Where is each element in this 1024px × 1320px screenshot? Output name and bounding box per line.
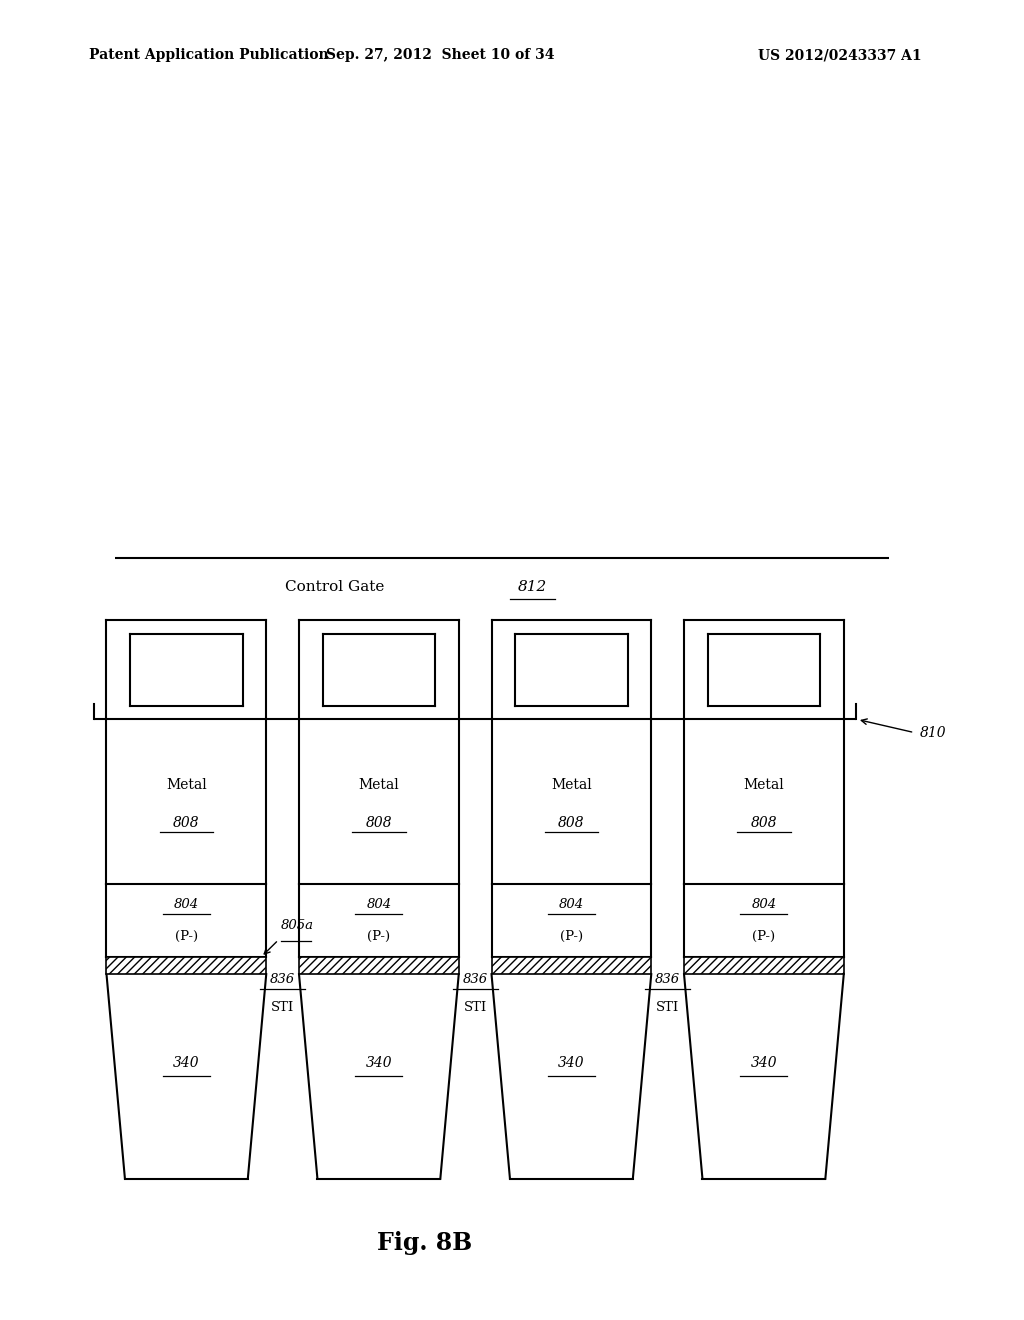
- Text: 836: 836: [270, 973, 295, 986]
- Text: 804: 804: [367, 899, 391, 911]
- Text: (P-): (P-): [175, 931, 198, 942]
- Bar: [106, 957, 266, 974]
- Text: 804: 804: [752, 899, 776, 911]
- Text: Sep. 27, 2012  Sheet 10 of 34: Sep. 27, 2012 Sheet 10 of 34: [326, 49, 555, 62]
- Text: 340: 340: [558, 1056, 585, 1071]
- Text: Patent Application Publication: Patent Application Publication: [89, 49, 329, 62]
- Text: 808: 808: [173, 816, 200, 830]
- Text: STI: STI: [656, 1001, 679, 1014]
- Text: Metal: Metal: [551, 777, 592, 792]
- Text: 836: 836: [463, 973, 487, 986]
- Text: US 2012/0243337 A1: US 2012/0243337 A1: [758, 49, 922, 62]
- Text: Metal: Metal: [743, 777, 784, 792]
- Text: 812: 812: [518, 581, 547, 594]
- Text: Metal: Metal: [166, 777, 207, 792]
- Text: 808: 808: [751, 816, 777, 830]
- Text: 810: 810: [920, 726, 946, 739]
- Text: Fig. 8B: Fig. 8B: [378, 1232, 472, 1255]
- Text: (P-): (P-): [753, 931, 775, 942]
- Text: Metal: Metal: [358, 777, 399, 792]
- Text: 340: 340: [366, 1056, 392, 1071]
- Bar: [299, 957, 459, 974]
- Bar: [684, 957, 844, 974]
- Text: 340: 340: [751, 1056, 777, 1071]
- Text: 804: 804: [559, 899, 584, 911]
- Text: STI: STI: [271, 1001, 294, 1014]
- Bar: [492, 957, 651, 974]
- Text: 805a: 805a: [281, 919, 313, 932]
- Text: (P-): (P-): [368, 931, 390, 942]
- Text: Control Gate: Control Gate: [285, 581, 384, 594]
- Text: 808: 808: [366, 816, 392, 830]
- Text: (P-): (P-): [560, 931, 583, 942]
- Text: 836: 836: [655, 973, 680, 986]
- Text: 340: 340: [173, 1056, 200, 1071]
- Text: STI: STI: [464, 1001, 486, 1014]
- Text: 808: 808: [558, 816, 585, 830]
- Text: 804: 804: [174, 899, 199, 911]
